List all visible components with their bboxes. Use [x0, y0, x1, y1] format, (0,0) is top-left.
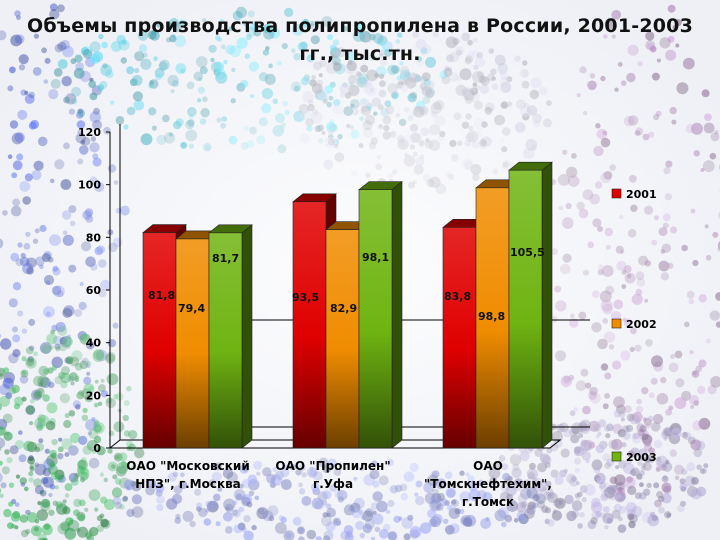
- bar-2003-3: [508, 161, 553, 449]
- bar-2003-1: [208, 224, 253, 449]
- y-tick-label: 80: [86, 231, 102, 244]
- y-tick-label: 60: [86, 284, 102, 297]
- data-label: 83,8: [444, 290, 471, 303]
- legend-label: 2002: [626, 318, 657, 331]
- bar-2003-2: [358, 181, 403, 449]
- legend-item-2002: 2002: [611, 318, 657, 331]
- legend-label: 2001: [626, 188, 657, 201]
- y-tick-label: 120: [78, 126, 101, 139]
- x-tick-label: ОАО "Пропилен": [275, 459, 390, 473]
- data-label: 105,5: [510, 246, 545, 259]
- legend-swatch: [611, 318, 622, 329]
- y-tick-label: 0: [93, 442, 101, 455]
- legend-swatch: [611, 188, 622, 199]
- data-label: 98,1: [362, 251, 389, 264]
- data-label: 82,9: [330, 302, 357, 315]
- data-label: 93,5: [292, 291, 319, 304]
- legend-swatch: [611, 451, 622, 462]
- x-tick-label: ОАО "Московский: [126, 459, 249, 473]
- x-tick-label: "Томскнефтехим",: [424, 477, 552, 491]
- data-label: 81,7: [212, 252, 239, 265]
- x-tick-label: г.Томск: [462, 495, 514, 509]
- data-label: 98,8: [478, 310, 505, 323]
- legend-item-2001: 2001: [611, 188, 657, 201]
- legend-label: 2003: [626, 451, 657, 464]
- chart-title: Объемы производства полипропилена в Росс…: [26, 15, 694, 65]
- y-tick-label: 100: [78, 179, 101, 192]
- y-tick-label: 20: [86, 389, 102, 402]
- chart-floor: [108, 439, 562, 449]
- x-tick-label: г.Уфа: [313, 477, 353, 491]
- x-tick-label: НПЗ", г.Москва: [135, 477, 241, 491]
- data-label: 79,4: [178, 302, 205, 315]
- legend-item-2003: 2003: [611, 451, 657, 464]
- data-label: 81,8: [148, 289, 175, 302]
- y-tick-label: 40: [86, 337, 102, 350]
- x-tick-label: ОАО: [473, 459, 503, 473]
